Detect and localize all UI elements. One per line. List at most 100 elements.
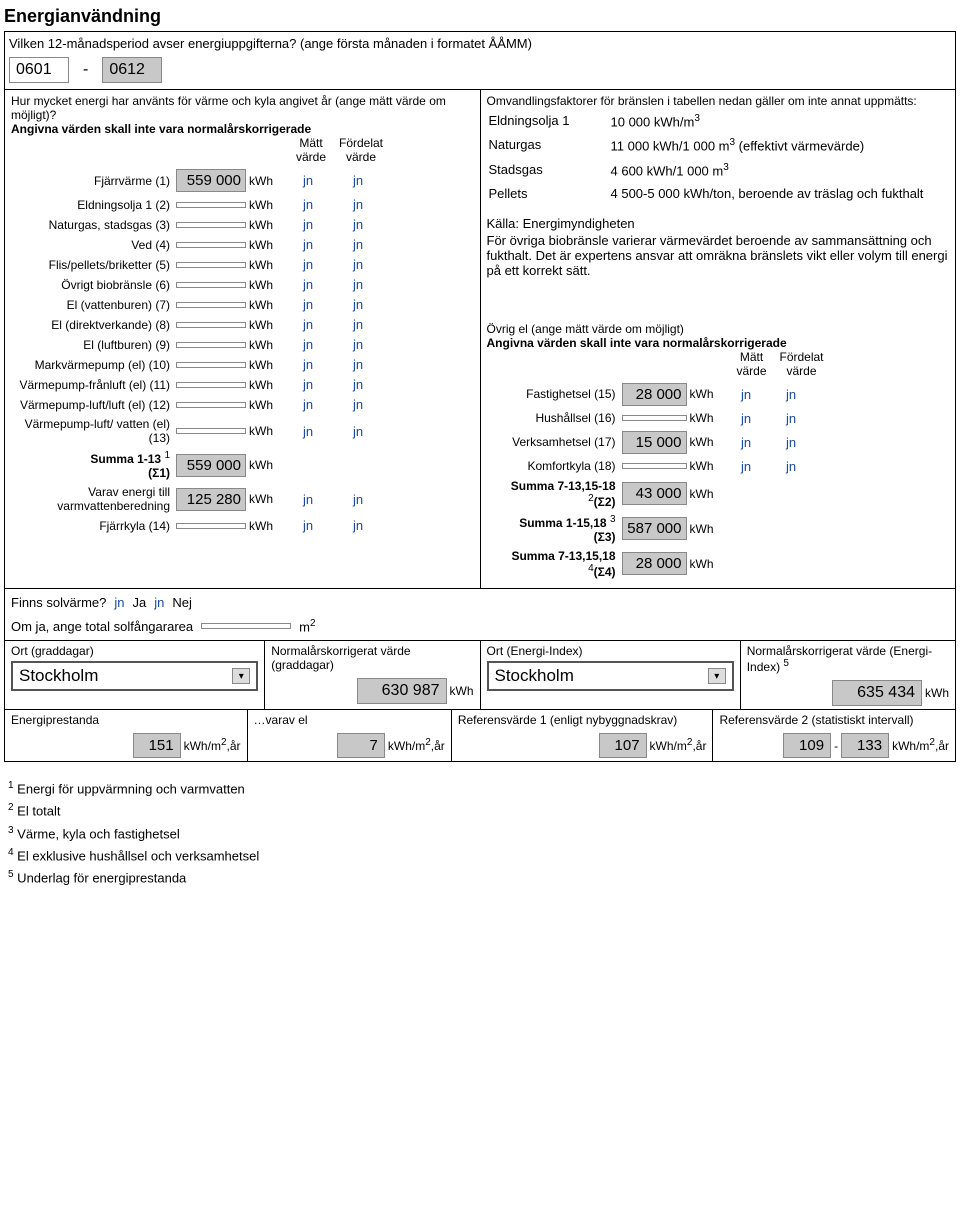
energy-row-value[interactable] <box>176 202 246 208</box>
varav-value[interactable]: 125 280 <box>176 488 246 511</box>
energy-row-radio-matt[interactable]: jn <box>283 237 333 252</box>
varav-radio-ford[interactable]: jn <box>333 492 383 507</box>
solar-area-field[interactable] <box>201 623 291 629</box>
prestanda-grid: Energiprestanda 151 kWh/m2,år …varav el … <box>5 709 955 761</box>
energy-row-unit: kWh <box>249 238 283 252</box>
sum4-value: 28 000 <box>622 552 687 575</box>
energy-row-radio-matt[interactable]: jn <box>283 257 333 272</box>
energy-row-radio-matt[interactable]: jn <box>283 173 333 188</box>
g3-header: Ort (Energi-Index) <box>487 644 734 658</box>
fjarrkyla-value[interactable] <box>176 523 246 529</box>
p3-header: Referensvärde 1 (enligt nybyggnadskrav) <box>458 713 707 727</box>
fjarrkyla-radio-ford[interactable]: jn <box>333 518 383 533</box>
energy-row-label: Eldningsolja 1 (2) <box>11 198 176 212</box>
varav-unit: kWh <box>249 492 283 506</box>
energy-row-radio-ford[interactable]: jn <box>333 424 383 439</box>
solar-radio-nej[interactable]: jn <box>154 595 164 610</box>
energy-row-value[interactable] <box>176 428 246 434</box>
sum2-unit: kWh <box>690 487 724 501</box>
energy-usage-panel: Hur mycket energi har använts för värme … <box>5 90 481 588</box>
energy-row-value[interactable] <box>176 342 246 348</box>
ort-graddagar-select[interactable]: Stockholm ▾ <box>11 661 258 691</box>
energy-row-radio-ford[interactable]: jn <box>333 377 383 392</box>
energy-row-radio-ford[interactable]: jn <box>333 257 383 272</box>
g1-header: Ort (graddagar) <box>11 644 258 658</box>
energy-row-radio-matt[interactable]: jn <box>283 317 333 332</box>
period-from-field[interactable]: 0601 <box>9 57 69 83</box>
p1-value: 151 <box>133 733 181 758</box>
el-row-radio-ford[interactable]: jn <box>769 435 814 450</box>
energy-row-value[interactable] <box>176 282 246 288</box>
energy-row-value[interactable] <box>176 402 246 408</box>
energy-row-label: Värmepump-luft/ vatten (el) (13) <box>11 417 176 445</box>
energy-row-value[interactable]: 559 000 <box>176 169 246 192</box>
g4-header: Normalårskorrigerat värde (Energi-Index)… <box>747 644 949 674</box>
p1-unit: kWh/m2,år <box>184 737 241 753</box>
energy-row-value[interactable] <box>176 222 246 228</box>
energy-row-unit: kWh <box>249 378 283 392</box>
chevron-down-icon: ▾ <box>232 668 250 684</box>
energy-row-radio-matt[interactable]: jn <box>283 217 333 232</box>
energy-row-value[interactable] <box>176 242 246 248</box>
el-row-radio-matt[interactable]: jn <box>724 387 769 402</box>
conv-val: 11 000 kWh/1 000 m3 (effektivt värmevärd… <box>611 134 948 156</box>
el-row-radio-matt[interactable]: jn <box>724 411 769 426</box>
energy-row-radio-matt[interactable]: jn <box>283 297 333 312</box>
energy-row-radio-ford[interactable]: jn <box>333 237 383 252</box>
energy-row-radio-ford[interactable]: jn <box>333 173 383 188</box>
energy-row-radio-ford[interactable]: jn <box>333 337 383 352</box>
energy-row-radio-ford[interactable]: jn <box>333 277 383 292</box>
ovrig-el-header-2: Angivna värden skall inte vara normalårs… <box>487 336 950 350</box>
sum1-value: 559 000 <box>176 454 246 477</box>
el-row-unit: kWh <box>690 411 724 425</box>
kalla-text: För övriga biobränsle varierar värmevärd… <box>487 233 950 278</box>
sum1-unit: kWh <box>249 458 283 472</box>
el-row-radio-ford[interactable]: jn <box>769 387 814 402</box>
el-row-radio-matt[interactable]: jn <box>724 435 769 450</box>
el-row-radio-matt[interactable]: jn <box>724 459 769 474</box>
energy-row-radio-matt[interactable]: jn <box>283 424 333 439</box>
el-row: Hushållsel (16) kWh jn jn <box>487 411 950 426</box>
energy-row-label: El (vattenburen) (7) <box>11 298 176 312</box>
fjarrkyla-radio-matt[interactable]: jn <box>283 518 333 533</box>
solar-area-row: Om ja, ange total solfångararea m2 <box>5 616 955 640</box>
energy-row-radio-ford[interactable]: jn <box>333 397 383 412</box>
energy-row-radio-ford[interactable]: jn <box>333 297 383 312</box>
energy-row-radio-matt[interactable]: jn <box>283 337 333 352</box>
energy-row-label: Naturgas, stadsgas (3) <box>11 218 176 232</box>
el-row-radio-ford[interactable]: jn <box>769 411 814 426</box>
energy-row-label: El (luftburen) (9) <box>11 338 176 352</box>
el-row-value[interactable] <box>622 463 687 469</box>
conv-row: Stadsgas 4 600 kWh/1 000 m3 <box>489 159 948 181</box>
el-row-value[interactable] <box>622 415 687 421</box>
period-inputs: 0601 - 0612 <box>5 55 955 89</box>
energy-row-radio-matt[interactable]: jn <box>283 357 333 372</box>
energy-row-value[interactable] <box>176 362 246 368</box>
energy-row-radio-ford[interactable]: jn <box>333 317 383 332</box>
energy-row-value[interactable] <box>176 302 246 308</box>
el-row: Verksamhetsel (17) 15 000 kWh jn jn <box>487 431 950 454</box>
conv-key: Naturgas <box>489 134 609 156</box>
ort-energiindex-select[interactable]: Stockholm ▾ <box>487 661 734 691</box>
el-row-value[interactable]: 15 000 <box>622 431 687 454</box>
conv-key: Eldningsolja 1 <box>489 110 609 132</box>
energy-row-radio-matt[interactable]: jn <box>283 377 333 392</box>
energy-row-radio-ford[interactable]: jn <box>333 217 383 232</box>
energy-row-value[interactable] <box>176 382 246 388</box>
el-row-value[interactable]: 28 000 <box>622 383 687 406</box>
energy-row-radio-ford[interactable]: jn <box>333 197 383 212</box>
varav-radio-matt[interactable]: jn <box>283 492 333 507</box>
period-to-field[interactable]: 0612 <box>102 57 162 83</box>
energy-row: Eldningsolja 1 (2) kWh jn jn <box>11 197 474 212</box>
energy-row-radio-matt[interactable]: jn <box>283 277 333 292</box>
energy-row: Naturgas, stadsgas (3) kWh jn jn <box>11 217 474 232</box>
solar-radio-ja[interactable]: jn <box>114 595 124 610</box>
energy-row-radio-matt[interactable]: jn <box>283 197 333 212</box>
g2-unit: kWh <box>450 684 474 698</box>
energy-row-value[interactable] <box>176 262 246 268</box>
energy-row-value[interactable] <box>176 322 246 328</box>
energy-row-radio-matt[interactable]: jn <box>283 397 333 412</box>
el-row-radio-ford[interactable]: jn <box>769 459 814 474</box>
energy-row-radio-ford[interactable]: jn <box>333 357 383 372</box>
r-col-ford: Fördelat värde <box>777 350 827 378</box>
